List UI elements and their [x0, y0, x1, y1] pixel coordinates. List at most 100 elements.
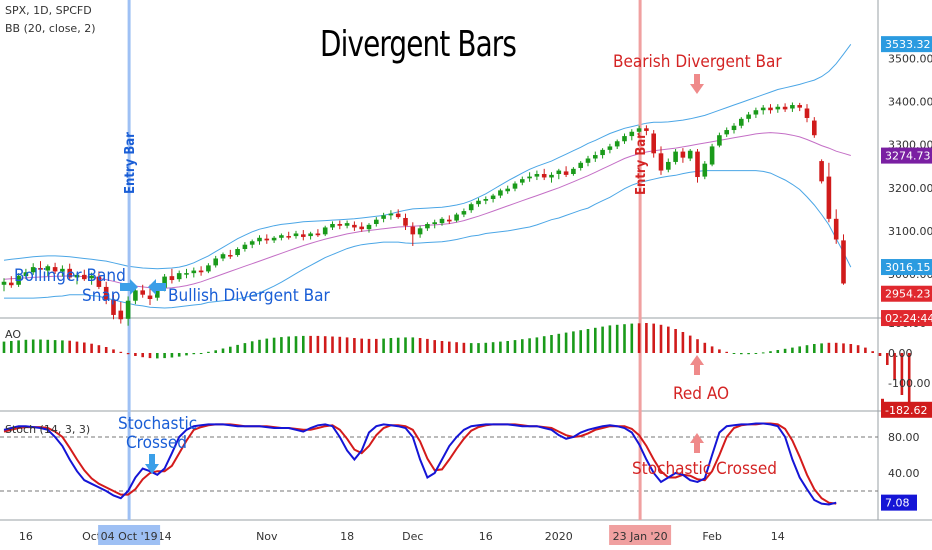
candle-body: [614, 141, 620, 147]
candle: [695, 149, 700, 183]
candle-body: [103, 286, 109, 300]
candle: [191, 267, 197, 278]
ao-bar: [871, 351, 874, 353]
ao-bar: [681, 332, 685, 353]
candle: [1, 278, 7, 292]
ao-bar: [820, 343, 823, 353]
ao-bar: [513, 340, 517, 353]
candle-body: [395, 213, 401, 218]
chart-title: Divergent Bars: [320, 24, 517, 65]
bearish-divergent-label: Bearish Divergent Bar: [613, 52, 782, 72]
candle-body: [731, 125, 737, 131]
ao-bar: [46, 339, 50, 353]
candle-body: [337, 224, 343, 226]
price-badge-label: 2954.23: [885, 288, 931, 301]
candle-body: [228, 255, 233, 257]
ao-bar: [900, 353, 904, 395]
ao-bar: [813, 344, 816, 353]
ao-bar: [141, 353, 144, 358]
candle-body: [60, 268, 65, 272]
ao-bar: [17, 340, 20, 353]
candle: [775, 104, 781, 113]
candle-body: [293, 233, 299, 237]
candle: [228, 249, 233, 259]
ao-bar: [389, 338, 393, 353]
candle: [45, 264, 51, 277]
candle-body: [162, 276, 167, 288]
price-badge-bg: [881, 147, 932, 164]
candle: [629, 129, 635, 141]
bollinger-label-line1: Bollinger Band: [14, 266, 126, 286]
time-tick-label: Feb: [702, 530, 721, 543]
ao-bar: [623, 324, 626, 353]
candle-body: [140, 290, 145, 295]
candle-body: [680, 151, 686, 158]
candle-body: [344, 223, 350, 226]
candle-body: [790, 105, 795, 109]
candle-body: [622, 136, 627, 142]
candle: [593, 151, 598, 162]
candle-body: [439, 218, 445, 224]
ao-bar: [83, 342, 86, 353]
candle-body: [687, 150, 693, 159]
ao-bar: [53, 340, 57, 353]
candle: [673, 149, 678, 165]
candle-body: [468, 204, 474, 211]
ao-bar: [856, 345, 860, 353]
candle-body: [607, 146, 613, 150]
price-tick-label: 3200.00: [888, 182, 932, 195]
candle-body: [169, 276, 175, 281]
stochastic-crossed-label: Stochastic Crossed: [632, 459, 777, 479]
candle: [483, 196, 489, 205]
candle: [330, 221, 335, 231]
candle: [279, 233, 284, 241]
ao-bar: [710, 346, 714, 353]
candle: [344, 220, 350, 229]
time-tick-label: 16: [19, 530, 33, 543]
candle-body: [709, 146, 715, 165]
ao-bar: [221, 348, 225, 353]
time-tick-label: 16: [479, 530, 493, 543]
ao-bar: [718, 349, 721, 353]
candle-body: [410, 226, 416, 235]
candle-body: [527, 176, 532, 179]
candle: [476, 198, 481, 207]
ao-badge: -182.62: [881, 401, 932, 418]
ao-bar: [827, 342, 831, 353]
candle: [687, 149, 693, 162]
stochastic-label-line2: Crossed: [126, 433, 187, 453]
ao-bar: [645, 323, 648, 353]
candle-body: [666, 161, 671, 170]
candle-body: [257, 237, 262, 242]
ao-bar: [309, 335, 312, 353]
candle: [534, 170, 540, 181]
candle: [293, 230, 299, 239]
candle: [264, 234, 270, 244]
candle: [169, 268, 175, 284]
ao-tick-label: -100.00: [888, 377, 930, 390]
date-badge-bg: [609, 525, 672, 545]
candle-body: [374, 219, 379, 225]
ao-bar: [849, 344, 853, 353]
candle-body: [512, 183, 518, 189]
candle-body: [23, 272, 29, 277]
ao-bar: [367, 338, 371, 353]
time-tick-label: Nov: [256, 530, 278, 543]
candle-body: [549, 174, 554, 178]
ao-bar: [440, 341, 444, 353]
candle: [322, 225, 328, 237]
stoch-k-line: [3, 422, 837, 506]
ao-bar: [418, 338, 422, 353]
price-badge: 3533.32: [881, 36, 932, 53]
arrow-up-icon: [690, 355, 704, 375]
ao-bar: [236, 344, 239, 353]
bb-lower-line: [4, 170, 852, 309]
candle-body: [176, 273, 182, 280]
price-badge-label: 3016.15: [885, 261, 931, 274]
candle: [176, 270, 182, 282]
ao-badge-label: -182.62: [885, 404, 927, 417]
candle: [425, 222, 430, 231]
entry-bar-label-bearish: Entry Bar: [634, 133, 649, 195]
candle-body: [220, 254, 226, 259]
candle-body: [826, 176, 832, 219]
